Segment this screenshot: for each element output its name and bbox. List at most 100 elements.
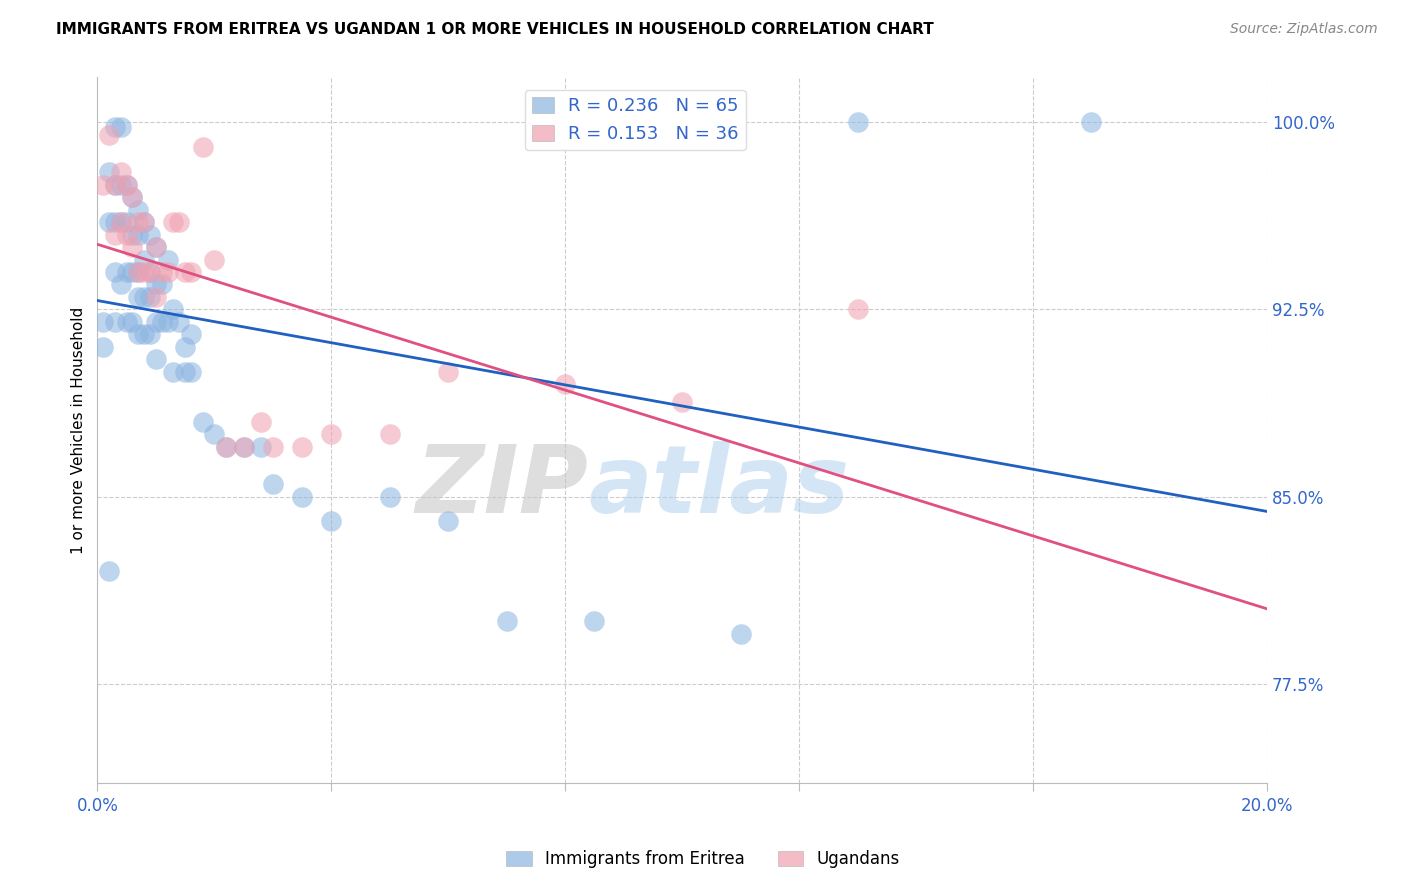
Point — [121, 240, 143, 254]
Point — [846, 115, 869, 129]
Point — [104, 265, 127, 279]
Point — [180, 365, 202, 379]
Point — [127, 265, 149, 279]
Point — [98, 565, 121, 579]
Point — [202, 252, 225, 267]
Point — [162, 215, 184, 229]
Point — [174, 340, 197, 354]
Point — [91, 178, 114, 192]
Point — [156, 315, 179, 329]
Text: ZIP: ZIP — [416, 441, 589, 533]
Point — [180, 327, 202, 342]
Point — [437, 365, 460, 379]
Point — [191, 415, 214, 429]
Point — [145, 240, 167, 254]
Point — [150, 315, 173, 329]
Point — [156, 265, 179, 279]
Point — [104, 227, 127, 242]
Point — [321, 427, 343, 442]
Point — [104, 215, 127, 229]
Point — [174, 265, 197, 279]
Point — [262, 477, 284, 491]
Legend: R = 0.236   N = 65, R = 0.153   N = 36: R = 0.236 N = 65, R = 0.153 N = 36 — [524, 90, 745, 150]
Point — [110, 120, 132, 135]
Point — [127, 327, 149, 342]
Point — [110, 215, 132, 229]
Point — [162, 302, 184, 317]
Point — [215, 440, 238, 454]
Point — [110, 277, 132, 292]
Point — [145, 240, 167, 254]
Point — [202, 427, 225, 442]
Point — [150, 265, 173, 279]
Point — [191, 140, 214, 154]
Point — [98, 128, 121, 142]
Point — [115, 178, 138, 192]
Point — [98, 215, 121, 229]
Point — [291, 490, 314, 504]
Point — [291, 440, 314, 454]
Point — [262, 440, 284, 454]
Point — [115, 215, 138, 229]
Point — [554, 377, 576, 392]
Point — [127, 202, 149, 217]
Point — [115, 227, 138, 242]
Point — [139, 227, 162, 242]
Point — [127, 265, 149, 279]
Point — [321, 515, 343, 529]
Point — [145, 277, 167, 292]
Point — [110, 215, 132, 229]
Point — [671, 394, 693, 409]
Point — [91, 315, 114, 329]
Text: IMMIGRANTS FROM ERITREA VS UGANDAN 1 OR MORE VEHICLES IN HOUSEHOLD CORRELATION C: IMMIGRANTS FROM ERITREA VS UGANDAN 1 OR … — [56, 22, 934, 37]
Point — [115, 178, 138, 192]
Point — [232, 440, 254, 454]
Point — [139, 290, 162, 304]
Point — [121, 227, 143, 242]
Point — [104, 178, 127, 192]
Point — [250, 440, 273, 454]
Point — [583, 614, 606, 628]
Point — [180, 265, 202, 279]
Point — [110, 165, 132, 179]
Point — [115, 265, 138, 279]
Point — [121, 315, 143, 329]
Point — [134, 290, 156, 304]
Point — [145, 352, 167, 367]
Point — [91, 340, 114, 354]
Point — [150, 277, 173, 292]
Point — [104, 178, 127, 192]
Point — [250, 415, 273, 429]
Point — [156, 252, 179, 267]
Point — [134, 215, 156, 229]
Point — [127, 227, 149, 242]
Point — [115, 315, 138, 329]
Point — [127, 290, 149, 304]
Point — [104, 315, 127, 329]
Point — [378, 490, 401, 504]
Point — [139, 327, 162, 342]
Point — [167, 315, 190, 329]
Point — [162, 365, 184, 379]
Point — [121, 190, 143, 204]
Point — [98, 165, 121, 179]
Y-axis label: 1 or more Vehicles in Household: 1 or more Vehicles in Household — [72, 307, 86, 554]
Point — [145, 315, 167, 329]
Text: Source: ZipAtlas.com: Source: ZipAtlas.com — [1230, 22, 1378, 37]
Point — [121, 190, 143, 204]
Point — [134, 252, 156, 267]
Point — [495, 614, 517, 628]
Legend: Immigrants from Eritrea, Ugandans: Immigrants from Eritrea, Ugandans — [501, 844, 905, 875]
Point — [139, 265, 162, 279]
Point — [127, 215, 149, 229]
Point — [730, 626, 752, 640]
Point — [437, 515, 460, 529]
Point — [1080, 115, 1102, 129]
Point — [232, 440, 254, 454]
Point — [215, 440, 238, 454]
Point — [145, 290, 167, 304]
Point — [134, 265, 156, 279]
Point — [846, 302, 869, 317]
Text: atlas: atlas — [589, 441, 849, 533]
Point — [174, 365, 197, 379]
